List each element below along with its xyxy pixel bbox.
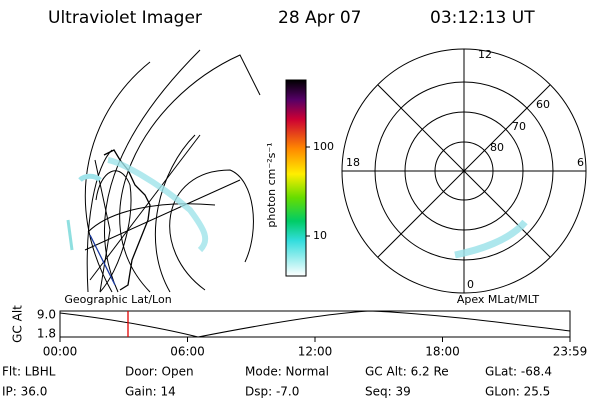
mlt-label: 18 [346, 156, 360, 169]
date: 28 Apr 07 [278, 8, 361, 28]
timeline-ytick: 9.0 [37, 308, 56, 322]
colorbar-tick-label: 100 [313, 140, 334, 153]
colorbar [285, 79, 307, 277]
status-field: GC Alt: 6.2 Re [365, 365, 449, 379]
status-field: Door: Open [125, 365, 194, 379]
right-panel-label: Apex MLat/MLT [457, 293, 540, 306]
status-field: Mode: Normal [245, 365, 329, 379]
lat-label: 80 [490, 141, 504, 154]
altitude-curve [59, 310, 571, 338]
polar-grid [341, 48, 587, 294]
status-field: Gain: 14 [125, 385, 176, 399]
colorbar-label: photon cm⁻²s⁻¹ [265, 142, 278, 227]
lat-label: 60 [536, 98, 550, 111]
status-field: GLat: -68.4 [485, 365, 552, 379]
mlt-label: 0 [467, 278, 474, 291]
mlt-label: 6 [577, 156, 584, 169]
instrument: Ultraviolet Imager [48, 8, 202, 28]
lat-label: 70 [512, 120, 526, 133]
status-field: GLon: 25.5 [485, 385, 550, 399]
colorbar-tick-label: 10 [313, 229, 327, 242]
status-field: IP: 36.0 [2, 385, 47, 399]
status-field: Flt: LBHL [2, 365, 56, 379]
timeline-xtick-label: 23:59 [553, 345, 588, 359]
timeline-ylabel: GC Alt [11, 305, 25, 343]
left-panel-label: Geographic Lat/Lon [64, 293, 171, 306]
timeline-xtick-label: 18:00 [425, 345, 460, 359]
timeline-ytick: 1.8 [37, 327, 56, 341]
timeline-xtick-label: 00:00 [43, 345, 78, 359]
status-field: Dsp: -7.0 [245, 385, 299, 399]
timeline-xtick-label: 12:00 [298, 345, 333, 359]
status-field: Seq: 39 [365, 385, 411, 399]
timeline-xtick-label: 06:00 [170, 345, 205, 359]
mlt-label: 12 [478, 48, 492, 61]
time: 03:12:13 UT [430, 8, 535, 28]
geographic-map [66, 49, 261, 293]
